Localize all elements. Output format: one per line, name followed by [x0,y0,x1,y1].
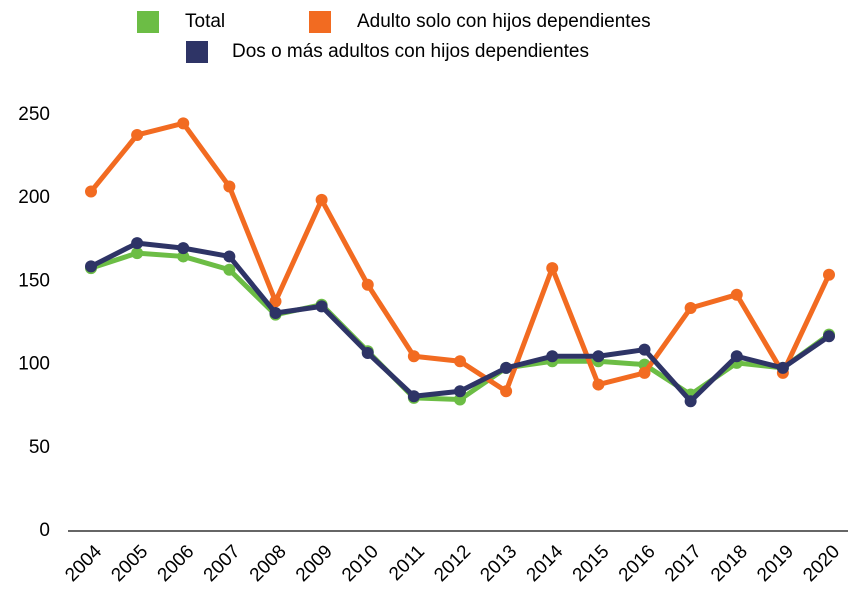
point [315,193,328,206]
point [223,263,236,276]
point [546,262,559,275]
point [776,361,789,374]
y-tick-label: 250 [18,104,50,125]
point [407,390,420,403]
legend-swatch [186,41,208,63]
point [638,366,651,379]
point [407,350,420,363]
point [361,346,374,359]
point [592,350,605,363]
series-line [89,240,831,404]
legend-label: Dos o más adultos con hijos dependientes [232,41,589,62]
point [684,395,697,408]
x-tick-label: 2007 [200,541,245,586]
x-tick-label: 2015 [569,541,614,586]
point [823,330,835,343]
point [177,117,190,130]
x-tick-label: 2004 [61,541,106,586]
point [361,278,374,291]
point [315,300,328,313]
y-tick-label: 0 [39,520,50,541]
x-tick-label: 2013 [476,541,521,586]
y-tick-label: 50 [29,437,50,458]
point [269,295,282,308]
point [823,268,835,281]
legend-label: Adulto solo con hijos dependientes [357,11,651,32]
y-tick-label: 200 [18,187,50,208]
point [500,385,513,398]
point [223,250,236,263]
legend-swatch [309,11,331,33]
point [454,355,466,368]
x-tick-label: 2017 [661,541,706,586]
x-tick-label: 2019 [753,541,798,586]
point [85,260,97,273]
legend-swatch [137,11,159,33]
point [177,242,190,255]
legend-label: Total [185,11,225,32]
x-tick-label: 2018 [707,541,752,586]
x-tick-label: 2008 [246,541,291,586]
point [454,393,466,406]
x-tick-label: 2010 [338,541,383,586]
point [500,361,513,374]
x-tick-label: 2005 [107,541,152,586]
x-tick-label: 2020 [799,541,844,586]
point [131,247,144,260]
point [85,185,97,198]
series-line [89,120,832,394]
x-tick-label: 2011 [385,541,429,585]
point [269,307,282,320]
x-tick-label: 2009 [292,541,337,586]
y-tick-label: 100 [18,354,50,375]
x-tick-label: 2014 [523,541,568,586]
point [592,378,605,391]
point [177,250,190,263]
point [730,350,743,363]
point [638,343,651,356]
point [730,288,743,301]
x-tick-label: 2012 [430,541,475,586]
point [131,237,144,250]
x-tick-label: 2016 [615,541,660,586]
y-tick-label: 150 [18,270,50,291]
point [684,302,697,315]
point [454,385,466,398]
point [223,180,236,193]
x-tick-label: 2006 [154,541,199,586]
point [131,128,144,141]
point [546,350,559,363]
